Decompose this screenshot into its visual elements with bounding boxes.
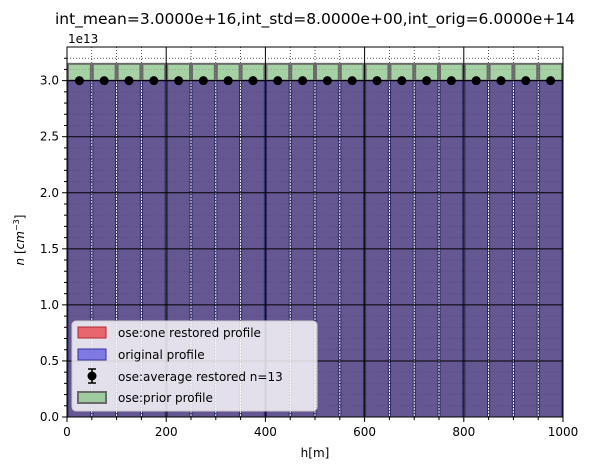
x-tick-label: 0 [63,425,71,439]
average-restored-marker [174,76,184,86]
y-tick-label: 2.0 [40,186,59,200]
average-restored-marker [223,76,233,86]
y-offset-text: 1e13 [68,32,98,46]
legend-swatch-prior [77,391,107,404]
average-restored-marker [521,76,531,86]
x-tick-label: 1000 [548,425,579,439]
legend-label-prior: ose:prior profile [118,391,213,405]
legend-swatch-original [77,348,107,361]
average-restored-marker [471,76,481,86]
y-tick-label: 3.0 [40,74,59,88]
legend-label-original: original profile [118,348,205,362]
average-restored-marker [422,76,432,86]
x-tick-label: 400 [254,425,277,439]
x-axis-label: h[m] [301,446,330,460]
average-restored-marker [446,76,456,86]
legend-errorbar-marker [87,371,97,381]
legend-swatch-restored [77,326,107,339]
y-axis-label: n [cm−3] [12,215,27,266]
y-tick-label: 1.0 [40,298,59,312]
average-restored-marker [496,76,506,86]
axes: 0 200 400 600 800 1000 0.0 0.5 1.0 1.5 2.0 2.5 3.0 [40,46,579,439]
y-tick-label: 0.5 [40,354,59,368]
x-tick-label: 200 [155,425,178,439]
y-tick-label: 2.5 [40,130,59,144]
average-restored-marker [198,76,208,86]
x-tick-label: 600 [353,425,376,439]
average-restored-marker [248,76,258,86]
average-restored-marker [74,76,84,86]
average-restored-marker [298,76,308,86]
y-tick-label: 0.0 [40,410,59,424]
chart-title: int_mean=3.0000e+16,int_std=8.0000e+00,i… [55,10,575,29]
x-tick-label: 800 [452,425,475,439]
average-restored-marker [372,76,382,86]
legend-box [71,320,318,412]
y-tick-label: 1.5 [40,242,59,256]
average-restored-marker [397,76,407,86]
average-restored-marker [322,76,332,86]
average-restored-marker [273,76,283,86]
legend: ose:one restored profile original profil… [71,320,318,412]
average-restored-marker [347,76,357,86]
legend-label-average: ose:average restored n=13 [118,370,283,384]
average-restored-marker [124,76,134,86]
average-restored-marker [149,76,159,86]
average-restored-marker [546,76,556,86]
legend-label-restored: ose:one restored profile [118,326,261,340]
average-restored-marker [99,76,109,86]
